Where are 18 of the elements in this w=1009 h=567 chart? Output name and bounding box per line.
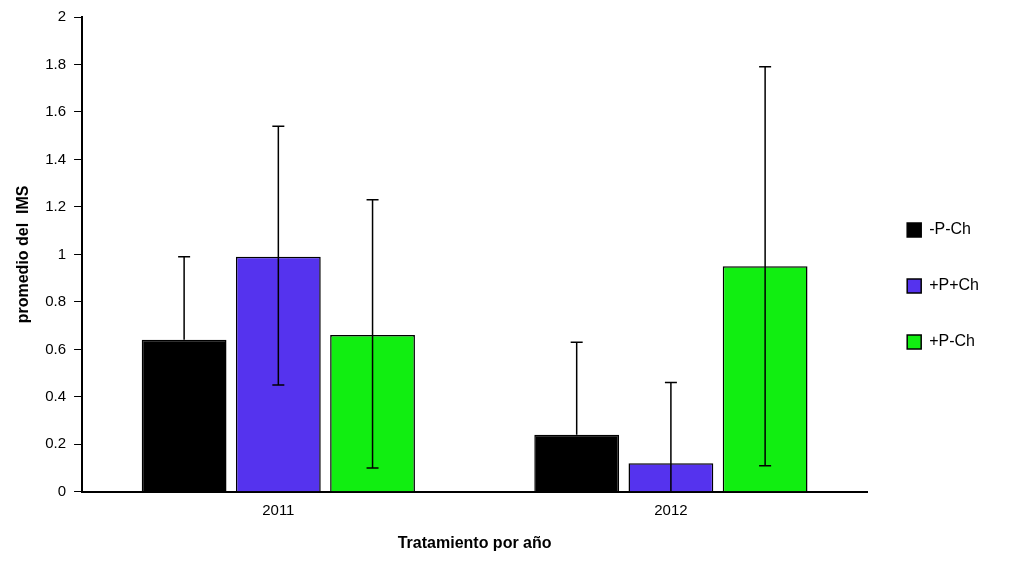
y-tick-label: 1.4 — [45, 149, 67, 167]
legend-label: -P-Ch — [929, 220, 971, 238]
y-tick-label: 0.2 — [45, 434, 67, 452]
y-tick-label: 1.8 — [45, 54, 67, 72]
y-tick-label: 1.6 — [45, 102, 67, 120]
y-axis-title: promedio del IMS — [14, 185, 32, 324]
y-tick-label: 0 — [57, 481, 67, 499]
x-axis-title: Tratamiento por año — [397, 533, 552, 551]
y-tick-label: 0.6 — [45, 339, 67, 357]
y-tick-label: 1 — [57, 244, 67, 262]
y-tick-label: 0.8 — [45, 292, 67, 310]
legend-label: +P+Ch — [929, 276, 979, 294]
y-tick-label: 2 — [57, 7, 67, 25]
legend-label: +P-Ch — [929, 332, 975, 350]
x-tick-label: 2012 — [654, 500, 688, 518]
x-tick-label: 2011 — [262, 500, 295, 518]
y-tick-label: 1.2 — [45, 197, 67, 215]
y-tick-label: 0.4 — [45, 386, 67, 404]
